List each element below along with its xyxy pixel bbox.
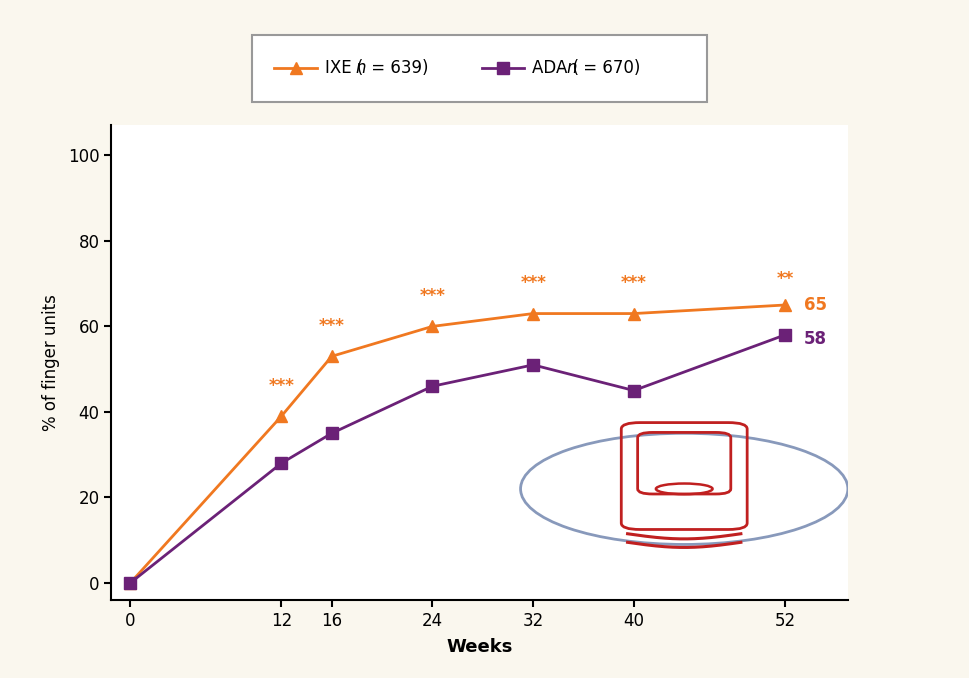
Text: ***: *** <box>520 274 547 292</box>
X-axis label: Weeks: Weeks <box>447 638 513 656</box>
Text: **: ** <box>776 270 794 288</box>
Y-axis label: % of finger units: % of finger units <box>42 294 60 431</box>
Text: n: n <box>356 60 366 77</box>
Text: ADA (: ADA ( <box>532 60 579 77</box>
Text: 58: 58 <box>804 330 827 348</box>
Text: n: n <box>567 60 578 77</box>
Text: = 639): = 639) <box>366 60 428 77</box>
Text: ***: *** <box>420 287 446 305</box>
Text: = 670): = 670) <box>578 60 640 77</box>
Text: IXE (: IXE ( <box>325 60 362 77</box>
Text: ***: *** <box>621 274 646 292</box>
Text: ***: *** <box>268 377 295 395</box>
Text: 65: 65 <box>804 296 827 314</box>
Text: ***: *** <box>319 317 345 335</box>
